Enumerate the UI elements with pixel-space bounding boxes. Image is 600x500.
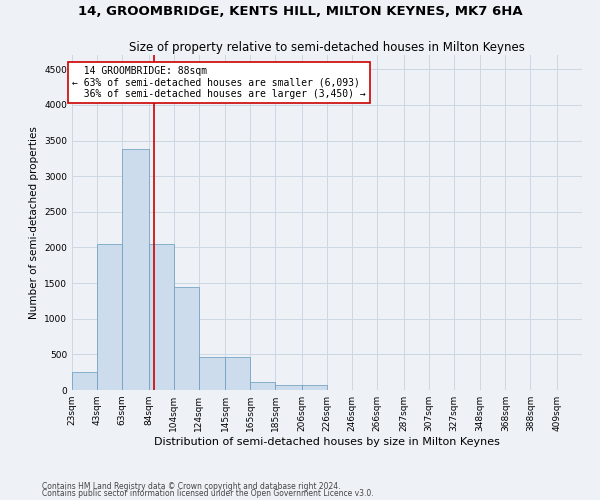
Y-axis label: Number of semi-detached properties: Number of semi-detached properties [29,126,38,319]
Text: Contains public sector information licensed under the Open Government Licence v3: Contains public sector information licen… [42,489,374,498]
Text: 14 GROOMBRIDGE: 88sqm
← 63% of semi-detached houses are smaller (6,093)
  36% of: 14 GROOMBRIDGE: 88sqm ← 63% of semi-deta… [72,66,366,99]
Bar [225,356,250,390]
Bar [199,356,225,390]
Bar [275,385,302,390]
Bar [97,244,122,390]
Text: 14, GROOMBRIDGE, KENTS HILL, MILTON KEYNES, MK7 6HA: 14, GROOMBRIDGE, KENTS HILL, MILTON KEYN… [77,5,523,18]
Bar [174,286,199,390]
Bar [72,372,97,390]
X-axis label: Distribution of semi-detached houses by size in Milton Keynes: Distribution of semi-detached houses by … [154,437,500,447]
Bar [149,244,174,390]
Title: Size of property relative to semi-detached houses in Milton Keynes: Size of property relative to semi-detach… [129,41,525,54]
Bar [302,386,327,390]
Bar [250,382,275,390]
Bar [122,149,149,390]
Text: Contains HM Land Registry data © Crown copyright and database right 2024.: Contains HM Land Registry data © Crown c… [42,482,341,491]
